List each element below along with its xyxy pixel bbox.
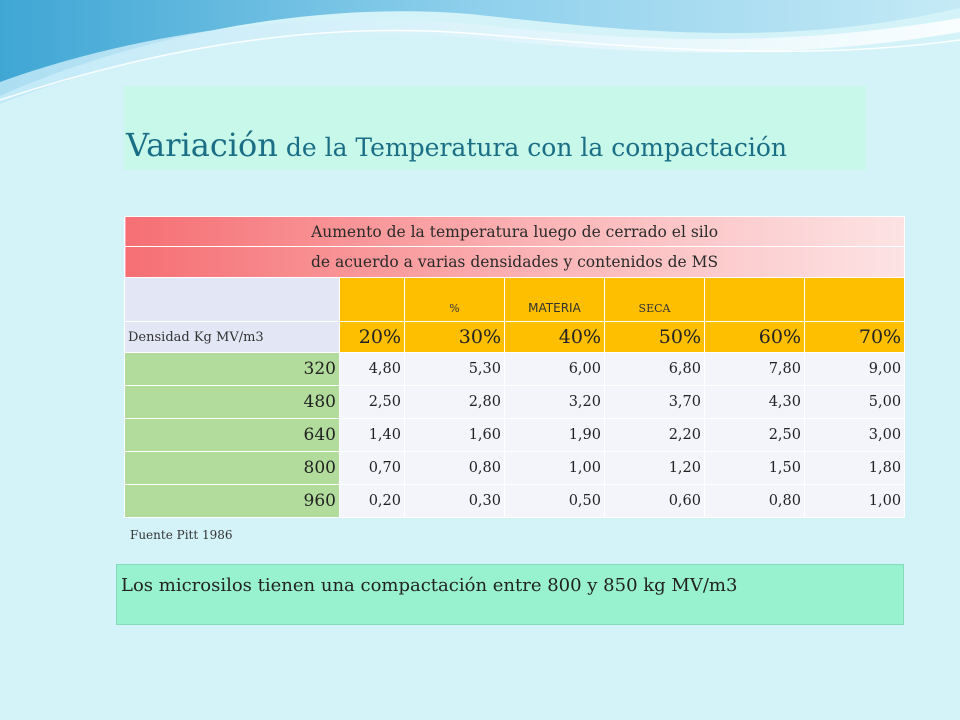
table-header-row-1: Aumento de la temperatura luego de cerra…: [123, 216, 906, 247]
table-row: 800 0,70 0,80 1,00 1,20 1,50 1,80: [124, 451, 906, 485]
table-cell: 5,30: [404, 352, 505, 386]
table-cell: 1,60: [404, 418, 505, 452]
density-value: 960: [124, 484, 340, 518]
density-value: 800: [124, 451, 340, 485]
note-box: Los microsilos tienen una compactación e…: [116, 564, 904, 625]
blank-cell: [704, 277, 805, 322]
table-cell: 4,30: [704, 385, 805, 419]
table-cell: 7,80: [704, 352, 805, 386]
note-text: Los microsilos tienen una compactación e…: [121, 575, 738, 596]
blank-cell: [803, 277, 906, 322]
percent-header: 40%: [504, 321, 605, 353]
table-cell: 0,20: [339, 484, 405, 518]
density-value: 640: [124, 418, 340, 452]
materia-seca-row: % MATERIA SECA: [124, 277, 906, 322]
table-cell: 1,50: [704, 451, 805, 485]
density-value: 320: [124, 352, 340, 386]
table-cell: 2,20: [604, 418, 705, 452]
table-cell: 2,50: [704, 418, 805, 452]
table-cell: 0,60: [604, 484, 705, 518]
table-row: 320 4,80 5,30 6,00 6,80 7,80 9,00: [124, 352, 906, 386]
title-box: [124, 86, 866, 170]
blank-cell: [124, 277, 340, 322]
table-cell: 0,50: [504, 484, 605, 518]
percent-header: 30%: [404, 321, 505, 353]
materia-label-percent: %: [404, 277, 505, 322]
table-cell: 3,20: [504, 385, 605, 419]
table-header-line-1: Aumento de la temperatura luego de cerra…: [123, 216, 906, 247]
percent-header: 50%: [604, 321, 705, 353]
table-cell: 1,40: [339, 418, 405, 452]
table-row: 480 2,50 2,80 3,20 3,70 4,30 5,00: [124, 385, 906, 419]
source-note: Fuente Pitt 1986: [130, 528, 233, 542]
table-header-row-2: de acuerdo a varias densidades y conteni…: [123, 246, 906, 278]
slide-title: Variación de la Temperatura con la compa…: [126, 126, 787, 164]
materia-label-materia: MATERIA: [504, 277, 605, 322]
percent-header: 60%: [704, 321, 805, 353]
table-cell: 0,30: [404, 484, 505, 518]
percent-header: 70%: [803, 321, 906, 353]
table-cell: 4,80: [339, 352, 405, 386]
table-cell: 1,00: [504, 451, 605, 485]
table-row: 640 1,40 1,60 1,90 2,20 2,50 3,00: [124, 418, 906, 452]
table-cell: 1,80: [803, 451, 906, 485]
title-rest: de la Temperatura con la compactación: [277, 133, 787, 162]
table-cell: 1,90: [504, 418, 605, 452]
table-cell: 0,80: [704, 484, 805, 518]
table-cell: 6,00: [504, 352, 605, 386]
table-cell: 3,70: [604, 385, 705, 419]
temperature-table: Aumento de la temperatura luego de cerra…: [123, 216, 906, 518]
density-label: Densidad Kg MV/m3: [124, 321, 340, 353]
table-cell: 9,00: [803, 352, 906, 386]
table-cell: 0,70: [339, 451, 405, 485]
table-cell: 0,80: [404, 451, 505, 485]
table-cell: 6,80: [604, 352, 705, 386]
table-row: 960 0,20 0,30 0,50 0,60 0,80 1,00: [124, 484, 906, 518]
title-main: Variación: [126, 126, 278, 164]
table-cell: 1,00: [803, 484, 906, 518]
table-cell: 2,80: [404, 385, 505, 419]
percent-header-row: Densidad Kg MV/m3 20% 30% 40% 50% 60% 70…: [124, 321, 906, 353]
table-cell: 5,00: [803, 385, 906, 419]
density-value: 480: [124, 385, 340, 419]
materia-label-seca: SECA: [604, 277, 705, 322]
blank-cell: [339, 277, 405, 322]
percent-header: 20%: [339, 321, 405, 353]
table-header-line-2: de acuerdo a varias densidades y conteni…: [123, 246, 906, 278]
table-cell: 1,20: [604, 451, 705, 485]
table-cell: 3,00: [803, 418, 906, 452]
table-cell: 2,50: [339, 385, 405, 419]
decorative-swoosh: [0, 0, 960, 104]
